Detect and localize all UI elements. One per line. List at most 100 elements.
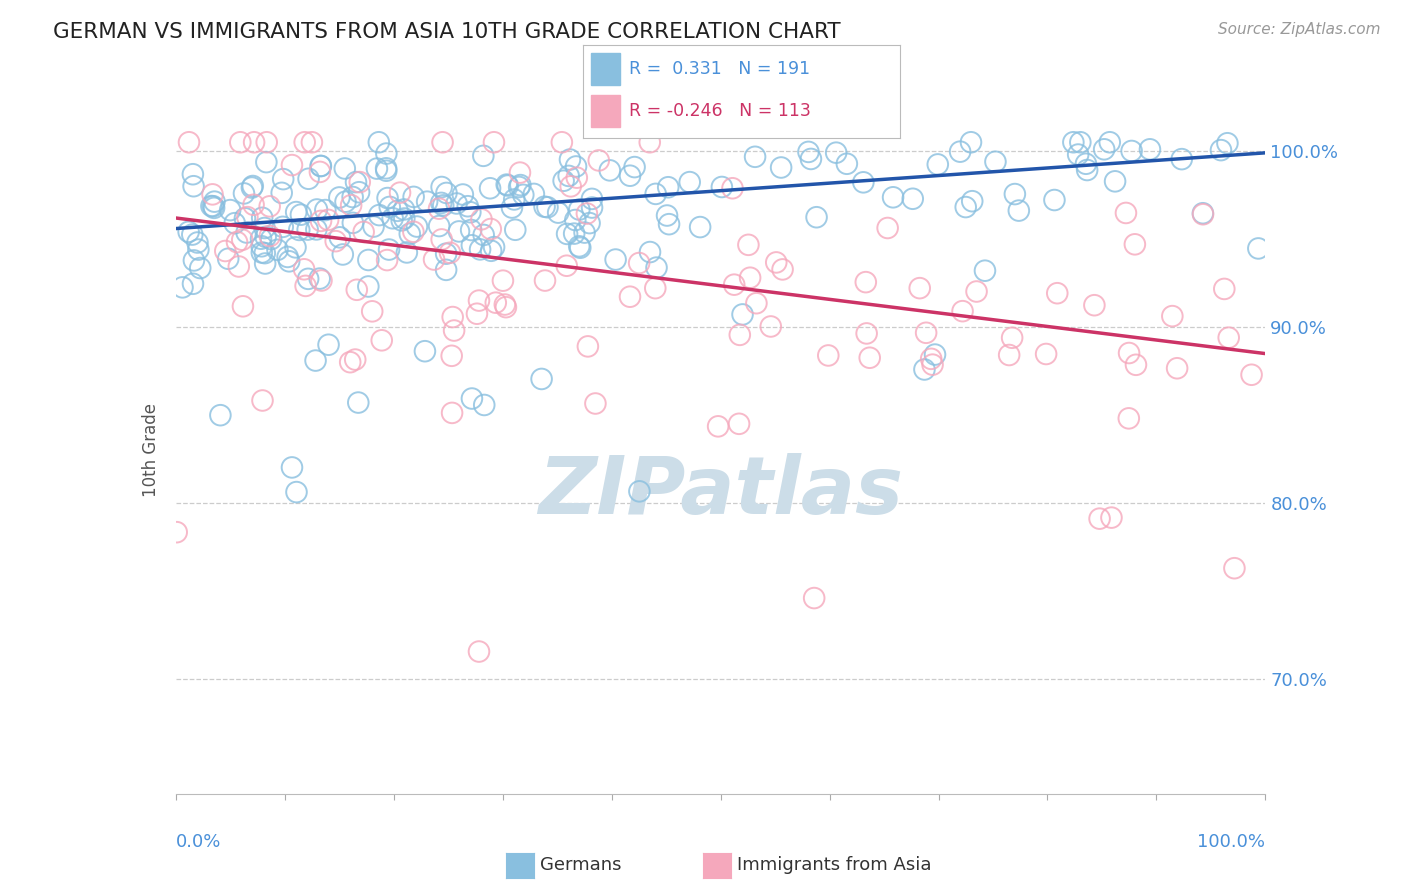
Point: [281, 158, 304, 172]
Point: [679, 175, 702, 189]
Point: [901, 192, 924, 206]
Point: [1076, 163, 1098, 178]
Point: [235, 226, 257, 240]
Point: [236, 210, 259, 224]
Point: [966, 285, 988, 299]
Point: [308, 271, 330, 285]
Point: [855, 275, 877, 289]
Point: [565, 160, 588, 174]
Point: [1062, 135, 1084, 149]
Point: [441, 406, 464, 420]
Text: R = -0.246   N = 113: R = -0.246 N = 113: [630, 102, 811, 120]
Point: [284, 240, 307, 254]
Point: [344, 352, 367, 367]
Point: [1088, 511, 1111, 525]
Text: 100.0%: 100.0%: [1198, 832, 1265, 851]
Point: [229, 135, 252, 149]
Point: [434, 246, 457, 260]
Point: [1069, 135, 1091, 149]
Point: [797, 145, 820, 159]
Point: [342, 190, 364, 204]
Point: [366, 161, 388, 176]
Point: [581, 192, 603, 206]
Point: [628, 484, 651, 499]
Point: [318, 337, 340, 351]
Point: [430, 232, 453, 246]
FancyBboxPatch shape: [592, 95, 620, 127]
Point: [209, 408, 232, 422]
Point: [387, 203, 409, 218]
Point: [357, 252, 380, 267]
Point: [202, 199, 225, 213]
Point: [214, 244, 236, 258]
Point: [465, 307, 488, 321]
Point: [413, 344, 436, 359]
Point: [1046, 286, 1069, 301]
Point: [301, 135, 323, 149]
Point: [353, 225, 375, 239]
Point: [479, 181, 502, 195]
Point: [363, 219, 385, 234]
Point: [451, 187, 474, 202]
Point: [479, 244, 502, 258]
Point: [557, 169, 579, 183]
Point: [427, 219, 450, 233]
Point: [915, 326, 938, 340]
Point: [325, 234, 347, 248]
Point: [232, 299, 254, 313]
Point: [560, 179, 582, 194]
Point: [960, 194, 983, 209]
Point: [555, 227, 578, 241]
Point: [250, 211, 273, 225]
Point: [270, 186, 292, 200]
Point: [921, 358, 943, 372]
Point: [242, 198, 264, 212]
Point: [472, 227, 495, 242]
Point: [349, 175, 371, 189]
Point: [508, 180, 530, 194]
Point: [375, 163, 398, 178]
Text: ZIPatlas: ZIPatlas: [538, 452, 903, 531]
Point: [278, 254, 301, 268]
Point: [721, 181, 744, 195]
Point: [468, 644, 491, 658]
Point: [242, 179, 264, 194]
Point: [259, 229, 281, 244]
Point: [305, 222, 328, 236]
Point: [1004, 187, 1026, 202]
Point: [316, 212, 339, 227]
Point: [228, 260, 250, 274]
Point: [378, 243, 401, 257]
Point: [955, 200, 977, 214]
Point: [569, 241, 592, 255]
Point: [292, 262, 315, 277]
Point: [253, 246, 276, 260]
Point: [309, 159, 332, 173]
Point: [423, 252, 446, 267]
Point: [406, 219, 429, 234]
Point: [332, 247, 354, 261]
Point: [357, 279, 380, 293]
Point: [1216, 136, 1239, 151]
Point: [562, 227, 585, 241]
Point: [440, 349, 463, 363]
Point: [565, 170, 588, 185]
Point: [578, 216, 600, 230]
Point: [645, 260, 668, 275]
Point: [533, 200, 555, 214]
Point: [503, 193, 526, 207]
Point: [960, 135, 983, 149]
Point: [655, 209, 678, 223]
Point: [285, 485, 308, 500]
Point: [304, 353, 326, 368]
Point: [200, 199, 222, 213]
Point: [432, 135, 454, 149]
Point: [285, 205, 308, 219]
Point: [852, 175, 875, 189]
Point: [558, 153, 581, 167]
Point: [367, 135, 389, 149]
Point: [495, 300, 517, 314]
Point: [186, 235, 208, 250]
Point: [311, 273, 333, 287]
Point: [395, 245, 418, 260]
